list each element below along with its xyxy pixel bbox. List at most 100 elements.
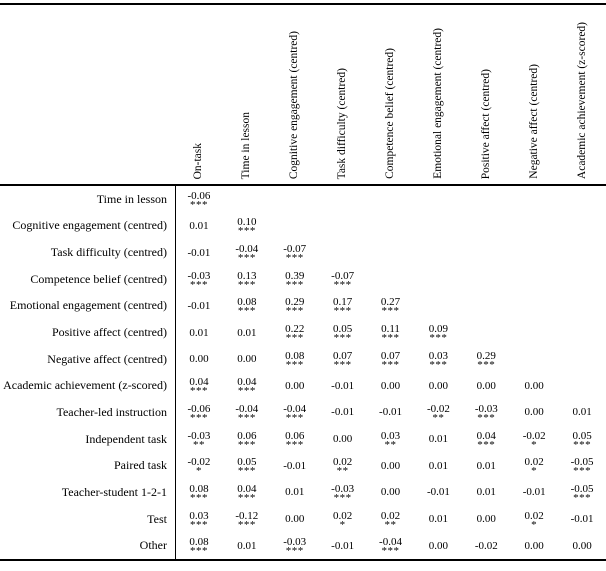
corr-cell: -0.02 *: [510, 426, 558, 453]
significance-stars: ***: [333, 278, 352, 291]
row-label: Other: [139, 538, 167, 553]
significance-stars: ***: [285, 411, 304, 424]
corr-cell: 0.22 ***: [271, 319, 319, 346]
corr-cell: -0.02 *: [175, 452, 223, 479]
corr-value: -0.01: [331, 539, 355, 552]
corr-value: -0.02: [522, 429, 546, 442]
significance-stars: ***: [237, 385, 256, 398]
row-label: Test: [147, 511, 167, 526]
significance-stars: **: [432, 411, 445, 424]
corr-cell: 0.05 ***: [558, 426, 606, 453]
corr-value: 0.01: [237, 326, 257, 339]
column-header: Cognitive engagement (centred): [271, 6, 319, 184]
corr-value: 0.00: [476, 513, 496, 525]
corr-value: -0.01: [283, 459, 307, 472]
empty-cell: [462, 319, 510, 346]
row-cells: -0.06 ***: [175, 186, 606, 213]
significance-stars: **: [384, 518, 397, 531]
corr-value: -0.01: [331, 406, 355, 419]
empty-cell: [462, 186, 510, 213]
corr-cell: -0.02 **: [414, 399, 462, 426]
corr-value: -0.05: [570, 482, 594, 495]
column-header-label: Emotional engagement (centred): [431, 28, 444, 179]
significance-stars: ***: [189, 545, 208, 558]
corr-value: -0.03: [187, 269, 211, 282]
corr-value: 0.03: [189, 509, 209, 522]
corr-value: 0.02: [332, 456, 353, 469]
corr-value: -0.01: [426, 486, 450, 499]
corr-value: 0.01: [237, 539, 257, 552]
significance-stars: ***: [285, 305, 304, 318]
table-row: Teacher-led instruction -0.06 *** -0.04 *** -…: [0, 399, 606, 426]
empty-cell: [367, 266, 415, 293]
corr-value: 0.00: [380, 486, 401, 499]
column-header: Academic achievement (z-scored): [558, 6, 606, 184]
corr-value: 0.08: [189, 536, 209, 549]
corr-cell: 0.00: [271, 506, 319, 533]
corr-cell: 0.00: [414, 532, 462, 559]
corr-value: 0.00: [476, 379, 496, 392]
significance-stars: ***: [189, 198, 208, 211]
empty-cell: [414, 266, 462, 293]
corr-cell: 0.06 ***: [271, 426, 319, 453]
column-header-label: Negative affect (centred): [527, 64, 540, 179]
empty-cell: [462, 213, 510, 240]
empty-cell: [510, 239, 558, 266]
corr-cell: 0.00: [367, 479, 415, 506]
row-cells: -0.02 * 0.05 *** -0.01 0.02 ** 0.00 0.01 0.01 0.02…: [175, 452, 606, 479]
significance-stars: ***: [285, 332, 304, 345]
corr-value: 0.13: [237, 269, 257, 282]
significance-stars: ***: [333, 332, 352, 345]
corr-value: 0.17: [332, 296, 353, 309]
significance-stars: ***: [237, 225, 256, 238]
corr-value: 0.04: [476, 429, 496, 442]
significance-stars: ***: [477, 411, 496, 424]
corr-value: -0.04: [283, 402, 307, 415]
significance-stars: **: [336, 465, 349, 478]
table-row: Time in lesson -0.06 ***: [0, 186, 606, 213]
corr-cell: -0.07 ***: [319, 266, 367, 293]
column-header-label: Positive affect (centred): [479, 68, 492, 179]
corr-value: 0.22: [285, 323, 305, 336]
corr-cell: 0.27 ***: [367, 293, 415, 320]
corr-value: -0.04: [235, 402, 259, 415]
corr-value: 0.02: [332, 509, 353, 522]
corr-cell: 0.01: [175, 319, 223, 346]
corr-cell: 0.00: [510, 399, 558, 426]
corr-cell: 0.01: [462, 452, 510, 479]
row-label: Academic achievement (z-scored): [3, 378, 167, 393]
corr-cell: 0.00: [175, 346, 223, 373]
corr-value: 0.03: [380, 429, 401, 442]
corr-cell: -0.05 ***: [558, 452, 606, 479]
column-header: On-task: [175, 6, 223, 184]
row-cells: -0.06 *** -0.04 *** -0.04 *** -0.01 -0.01 -0.02 *…: [175, 399, 606, 426]
corr-cell: 0.00: [367, 372, 415, 399]
corr-value: 0.02: [380, 509, 401, 522]
significance-stars: ***: [237, 278, 256, 291]
corr-cell: -0.03 ***: [319, 479, 367, 506]
corr-cell: 0.08 ***: [271, 346, 319, 373]
empty-cell: [510, 293, 558, 320]
corr-cell: -0.07 ***: [271, 239, 319, 266]
significance-stars: ***: [573, 491, 592, 504]
row-label: Cognitive engagement (centred): [12, 218, 167, 233]
corr-value: 0.00: [285, 513, 305, 525]
corr-value: -0.01: [187, 246, 211, 259]
significance-stars: ***: [189, 411, 208, 424]
significance-stars: *: [531, 438, 538, 451]
corr-value: 0.01: [189, 326, 209, 339]
corr-cell: 0.04 ***: [223, 372, 271, 399]
empty-cell: [414, 293, 462, 320]
corr-cell: 0.00: [462, 506, 510, 533]
corr-value: 0.00: [524, 539, 544, 552]
corr-cell: 0.01: [462, 479, 510, 506]
row-label: Emotional engagement (centred): [9, 298, 167, 313]
row-cells: 0.01 0.01 0.22 *** 0.05 *** 0.11 *** 0.09 ***: [175, 319, 606, 346]
column-header: Emotional engagement (centred): [414, 6, 462, 184]
corr-value: 0.01: [476, 459, 496, 472]
row-label: Competence belief (centred): [30, 271, 167, 286]
corr-cell: 0.00: [271, 372, 319, 399]
corr-value: 0.39: [285, 269, 305, 282]
corr-value: -0.01: [379, 406, 402, 419]
table-body: Time in lesson -0.06 *** Cognitive engageme…: [0, 186, 606, 559]
